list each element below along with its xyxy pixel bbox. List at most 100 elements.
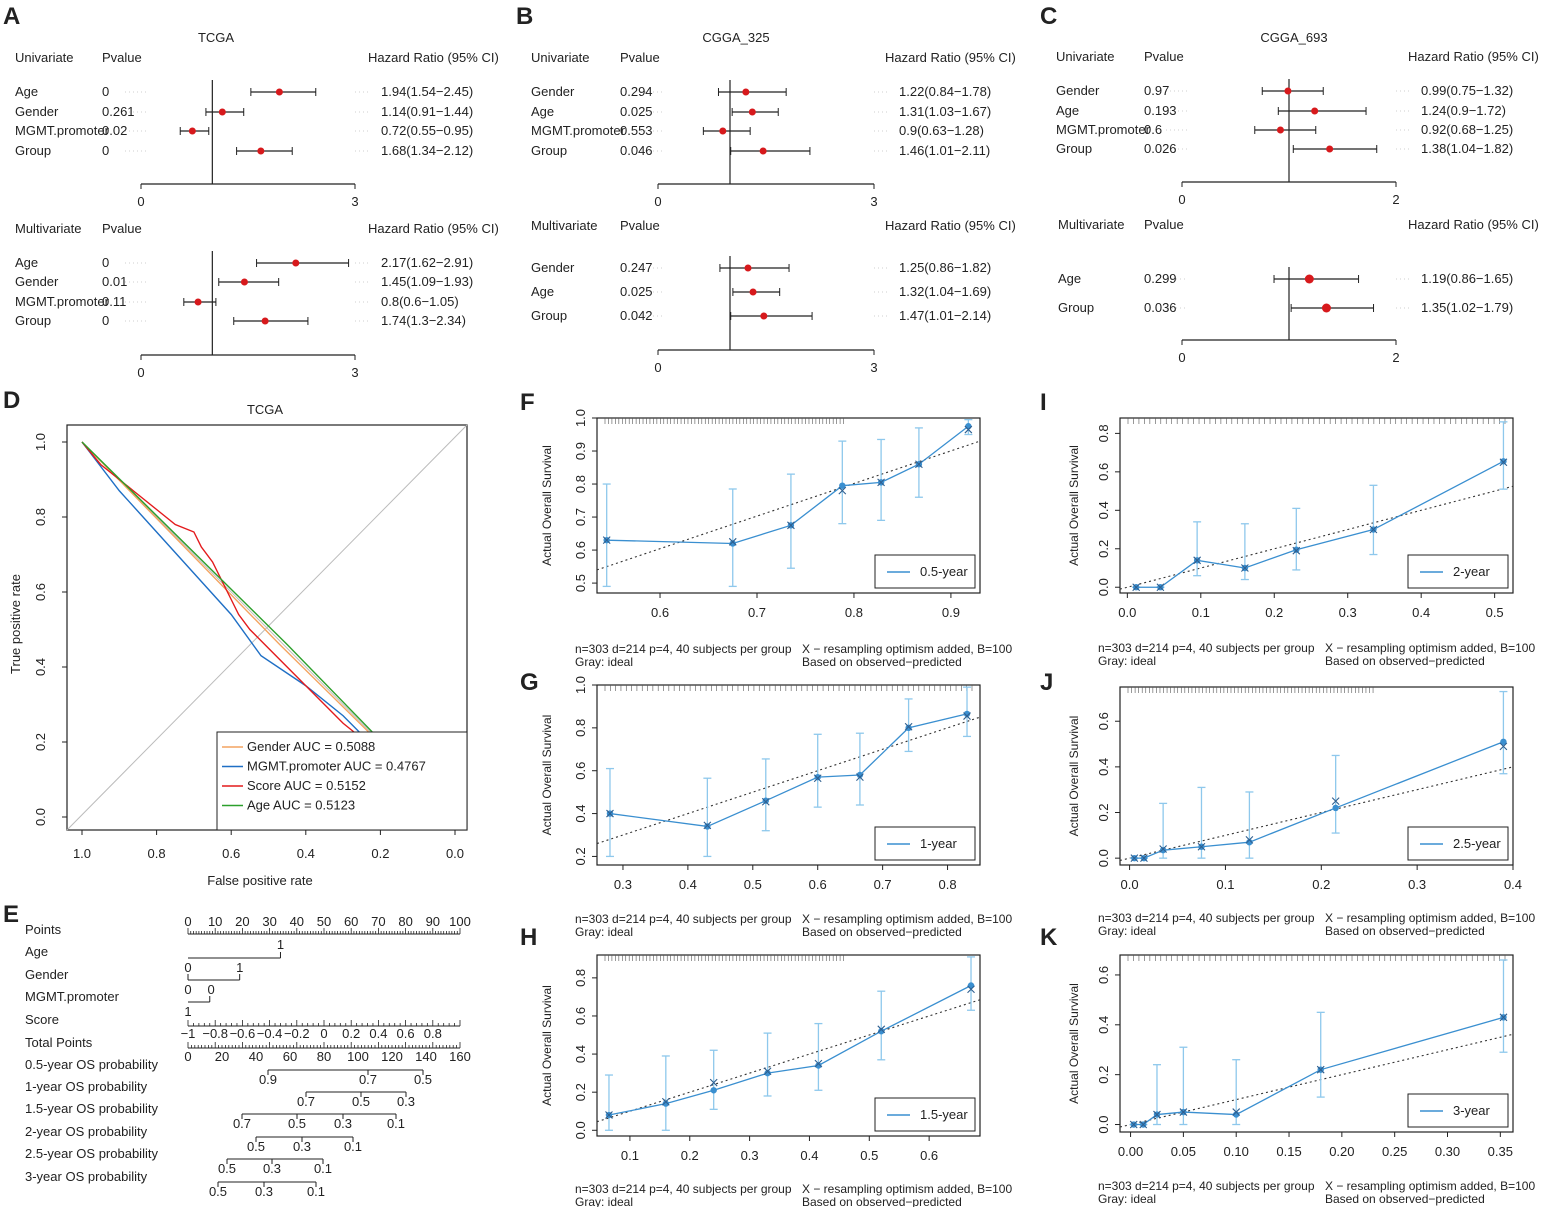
calib-y-label: Actual Overall Survival	[540, 985, 554, 1106]
nomogram-row-label: 0.5-year OS probability	[25, 1057, 158, 1072]
roc-y-tick-label: 0.0	[33, 808, 48, 826]
forest-row-pvalue: 0.299	[1144, 271, 1177, 286]
calib-caption-gray: Gray: ideal	[575, 925, 633, 939]
forest-plots: TCGA Univariate Pvalue Hazard Ratio (95% CI…	[15, 30, 1539, 380]
forest-row-pvalue: 0.025	[620, 104, 653, 119]
calib-point	[710, 1087, 717, 1094]
roc-legend-label: Age AUC = 0.5123	[247, 798, 355, 813]
calib-x-mark	[761, 797, 770, 806]
roc-legend-box	[216, 731, 468, 831]
calib-y-tick-label: 0.2	[1096, 803, 1111, 821]
forest-row-label: MGMT.promoter	[15, 294, 110, 309]
forest-x-tick-label: 3	[351, 194, 358, 209]
roc-x-tick-label: 0.2	[371, 846, 389, 861]
calib-y-tick-label: 0.6	[573, 1007, 588, 1025]
calib-point	[815, 1062, 822, 1069]
nomogram-gender-label: 1	[236, 960, 243, 975]
calib-y-tick-label: 0.5	[573, 574, 588, 592]
calib-caption-x: X − resampling optimism added, B=100	[802, 912, 1012, 926]
forest-hr-header: Hazard Ratio (95% CI)	[1408, 217, 1539, 232]
calib-x-mark	[1499, 458, 1508, 467]
forest-row-hr: 1.45(1.09−1.93)	[381, 274, 473, 289]
nomogram-points-label: 50	[317, 914, 331, 929]
calib-x-tick-label: 0.5	[860, 1148, 878, 1163]
calibration-plot-K: 0.00 0.05 0.10 0.15 0.20 0.25 0.30 0.35 0.0 0.2 0.…	[1067, 954, 1535, 1206]
forest-x-tick-label: 0	[1178, 350, 1185, 365]
calib-y-tick-label: 0.2	[573, 1083, 588, 1101]
calib-ideal-line	[596, 716, 981, 845]
panel-letter-A: A	[3, 3, 20, 30]
roc-x-tick-label: 0.0	[446, 846, 464, 861]
nomogram-prob-label: 0.5	[414, 1072, 432, 1087]
calib-point	[1332, 804, 1339, 812]
nomogram-prob-label: 0.5	[218, 1161, 236, 1176]
calib-point	[963, 710, 971, 718]
nomogram-prob-label: 0.1	[314, 1161, 332, 1176]
nomogram-row-label: 3-year OS probability	[25, 1169, 148, 1184]
nomogram-prob-label: 0.5	[209, 1184, 227, 1199]
panel-letter-J: J	[1040, 669, 1053, 696]
calib-caption-n: n=303 d=214 p=4, 40 subjects per group	[575, 1182, 792, 1196]
roc-y-label: True positive rate	[8, 574, 23, 674]
calib-x-mark	[703, 821, 712, 830]
calib-point	[762, 797, 769, 804]
calib-x-tick-label: 0.2	[1312, 877, 1330, 892]
calib-y-tick-label: 1.0	[573, 409, 588, 427]
forest-x-tick-label: 0	[654, 194, 661, 209]
calib-y-tick-label: 0.2	[1096, 540, 1111, 558]
calib-y-tick-label: 0.8	[573, 475, 588, 493]
forest-plot-multi-1: Multivariate Pvalue Hazard Ratio (95% CI) 0…	[15, 221, 499, 380]
panel-letter-C: C	[1040, 3, 1057, 30]
calib-x-mark	[1193, 556, 1202, 565]
nomogram-points-label: 20	[235, 914, 249, 929]
forest-row-label: Age	[531, 104, 554, 119]
calib-x-tick-label: 0.2	[681, 1148, 699, 1163]
calib-ideal-line	[1119, 1033, 1514, 1128]
nomogram-total-label: 60	[283, 1049, 297, 1064]
calibration-plot-I: 0.0 0.1 0.2 0.3 0.4 0.5 0.0 0.2 0.4 0.6 0.8 Actual …	[1067, 417, 1535, 668]
calib-x-mark	[915, 460, 923, 469]
calib-x-mark	[763, 1067, 772, 1076]
nomogram-row-label: Age	[25, 944, 48, 959]
forest-plot-multi-3: Multivariate Pvalue Hazard Ratio (95% CI) 0…	[531, 218, 1016, 375]
forest-section-label: Univariate	[15, 50, 74, 65]
forest-x-tick-label: 0	[137, 194, 144, 209]
calib-x-mark	[661, 1097, 670, 1106]
nomogram-prob-label: 0.1	[387, 1116, 405, 1131]
roc-chance-line	[66, 424, 468, 831]
nomogram-prob-label: 0.3	[334, 1116, 352, 1131]
forest-section-label: Multivariate	[531, 218, 597, 233]
roc-y-tick-label: 0.2	[33, 733, 48, 751]
nomogram-prob-label: 0.9	[259, 1072, 277, 1087]
calib-curve	[608, 984, 972, 1116]
nomogram-prob-label: 0.3	[263, 1161, 281, 1176]
calib-x-mark	[1140, 854, 1148, 863]
forest-hr-point	[1326, 145, 1334, 153]
forest-section-label: Multivariate	[1058, 217, 1124, 232]
forest-hr-point	[760, 312, 768, 320]
forest-row-hr: 1.31(1.03−1.67)	[899, 104, 991, 119]
calib-x-tick-label: 0.7	[748, 605, 766, 620]
forest-row-pvalue: 0	[102, 143, 109, 158]
roc-y-tick-label: 0.8	[33, 508, 48, 526]
forest-plot-multi-5: Multivariate Pvalue Hazard Ratio (95% CI) 0…	[1058, 217, 1539, 365]
calib-x-mark	[1197, 842, 1206, 851]
forest-row-hr: 1.74(1.3−2.34)	[381, 313, 466, 328]
calib-x-tick-label: 0.05	[1171, 1144, 1196, 1159]
forest-section-label: Univariate	[1056, 49, 1115, 64]
nomogram-prob-label: 0.3	[397, 1094, 415, 1109]
calib-y-tick-label: 0.4	[1096, 501, 1111, 519]
forest-row-pvalue: 0.97	[1144, 83, 1169, 98]
forest-hr-point	[749, 288, 757, 296]
calib-x-mark	[1499, 1013, 1508, 1022]
calib-caption-based: Based on observed−predicted	[1325, 1192, 1485, 1206]
calib-y-label: Actual Overall Survival	[1067, 716, 1081, 837]
calib-x-mark	[856, 773, 864, 782]
roc-legend-label: MGMT.promoter AUC = 0.4767	[247, 759, 426, 774]
forest-hr-point	[292, 259, 300, 267]
calib-y-tick-label: 0.9	[573, 442, 588, 460]
calib-x-mark	[1316, 1065, 1325, 1074]
calib-y-tick-label: 0.6	[1096, 712, 1111, 730]
nomogram-score-label: 0.4	[369, 1026, 387, 1041]
calib-y-tick-label: 0.8	[573, 719, 588, 737]
